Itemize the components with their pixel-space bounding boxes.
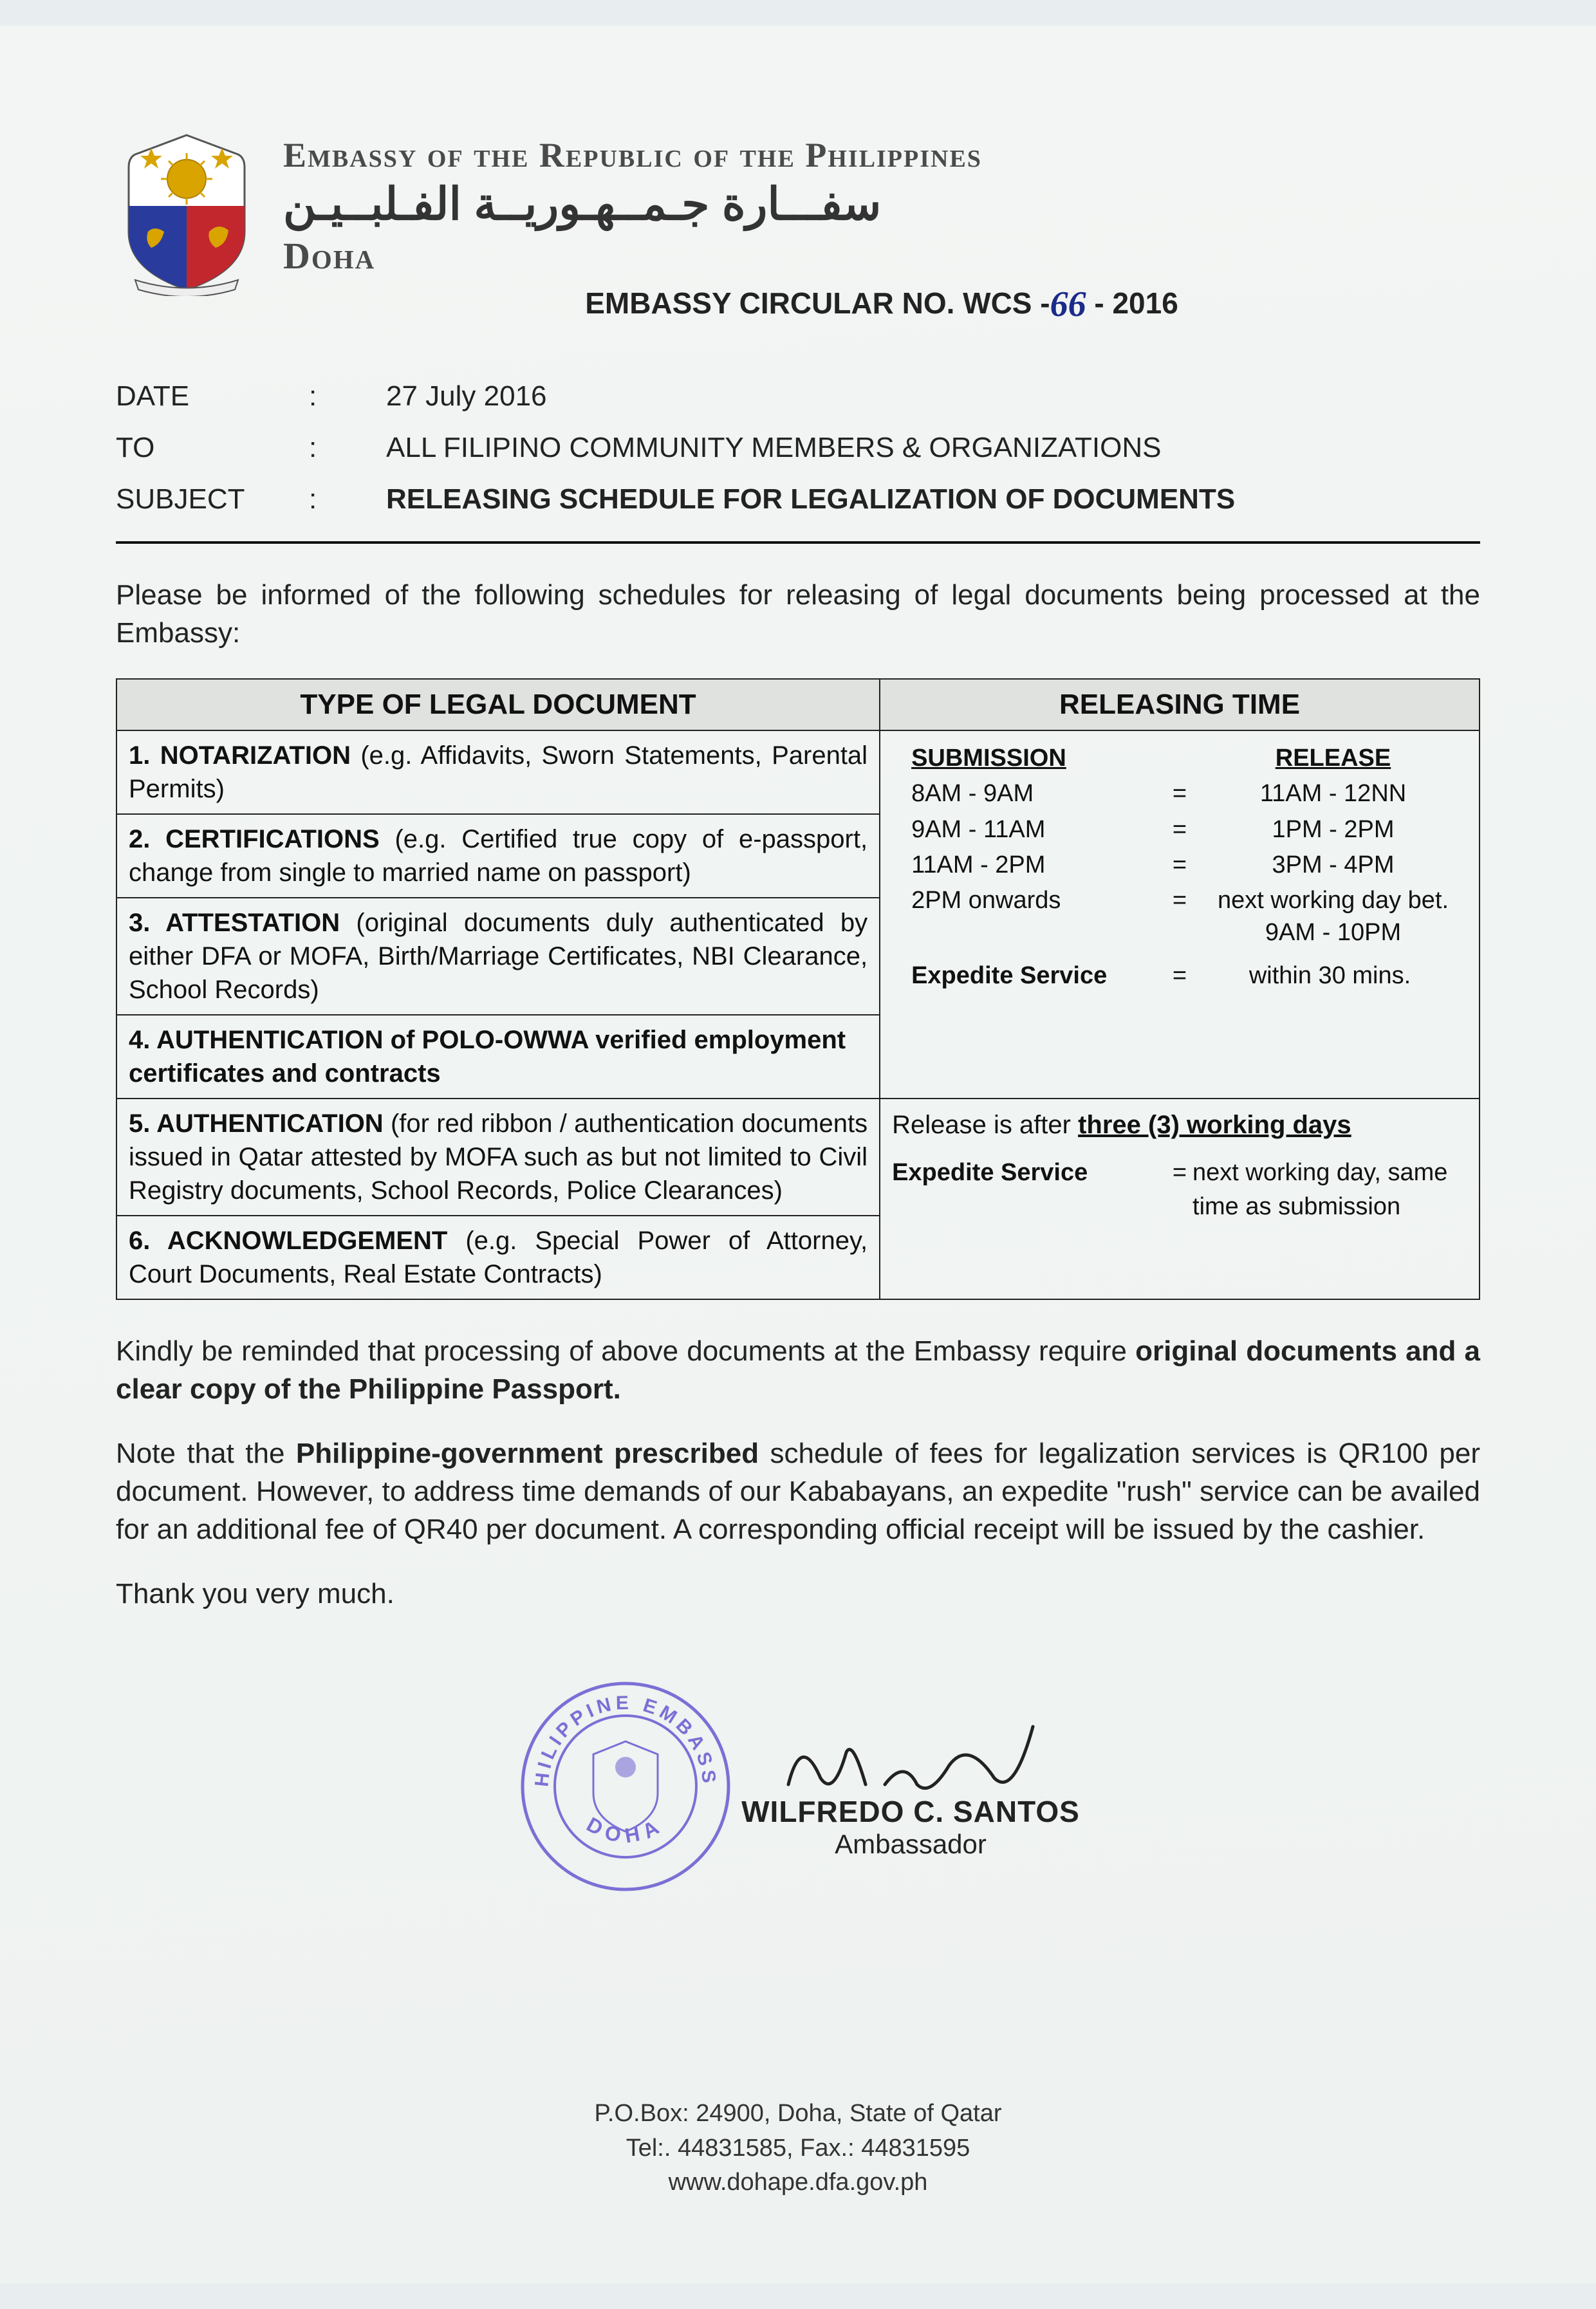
- para3-a: Note that the: [116, 1438, 296, 1469]
- release-after-3-days: Release is after three (3) working days: [892, 1107, 1467, 1143]
- schedule-table: TYPE OF LEGAL DOCUMENT RELEASING TIME 1.…: [116, 678, 1480, 1300]
- sub-3: 2PM onwards: [898, 885, 1154, 949]
- divider: [116, 541, 1480, 544]
- org-title: Embassy of the Republic of the Philippin…: [283, 135, 1480, 175]
- colon: :: [309, 380, 386, 413]
- doc-type-2: 2. CERTIFICATIONS (e.g. Certified true c…: [116, 814, 880, 898]
- reminder-paragraph: Kindly be reminded that processing of ab…: [116, 1332, 1480, 1409]
- table-row: 1. NOTARIZATION (e.g. Affidavits, Sworn …: [116, 730, 1480, 814]
- rel-1: 1PM - 2PM: [1205, 814, 1461, 846]
- embassy-seal-icon: PHILIPPINE EMBASSY DOHA: [516, 1677, 735, 1896]
- sub-2: 11AM - 2PM: [898, 849, 1154, 881]
- doc-type-1: 1. NOTARIZATION (e.g. Affidavits, Sworn …: [116, 730, 880, 814]
- fees-paragraph: Note that the Philippine-government pres…: [116, 1434, 1480, 1549]
- colon: :: [309, 483, 386, 515]
- doc5-title: 5. AUTHENTICATION: [129, 1109, 384, 1138]
- expedite-value-2: next working day, same time as submissio…: [1192, 1156, 1467, 1224]
- circular-suffix: - 2016: [1094, 286, 1178, 320]
- expedite-label-1: Expedite Service: [898, 960, 1160, 992]
- doc3-title: 3. ATTESTATION: [129, 909, 340, 937]
- sub-1: 9AM - 11AM: [898, 814, 1154, 846]
- sub-0: 8AM - 9AM: [898, 778, 1154, 810]
- release-header: RELEASE: [1205, 743, 1461, 774]
- letterhead: Embassy of the Republic of the Philippin…: [116, 129, 1480, 322]
- doc6-title: 6. ACKNOWLEDGEMENT: [129, 1227, 447, 1255]
- submission-header: SUBMISSION: [898, 743, 1154, 774]
- doc-type-5: 5. AUTHENTICATION (for red ribbon / auth…: [116, 1099, 880, 1216]
- after3-prefix: Release is after: [892, 1111, 1078, 1139]
- table-header-time: RELEASING TIME: [880, 679, 1480, 730]
- signature-text: WILFREDO C. SANTOS Ambassador: [741, 1714, 1080, 1860]
- meta-subject-row: SUBJECT : RELEASING SCHEDULE FOR LEGALIZ…: [116, 483, 1480, 515]
- to-label: TO: [116, 432, 309, 464]
- subject-label: SUBJECT: [116, 483, 309, 515]
- releasing-time-block-2: Release is after three (3) working days …: [880, 1099, 1480, 1299]
- doc-type-4: 4. AUTHENTICATION of POLO-OWWA verified …: [116, 1015, 880, 1099]
- table-header-type: TYPE OF LEGAL DOCUMENT: [116, 679, 880, 730]
- date-value: 27 July 2016: [386, 380, 1480, 413]
- circular-handwritten-number: 66: [1050, 284, 1086, 325]
- meta-date-row: DATE : 27 July 2016: [116, 380, 1480, 413]
- coat-of-arms-icon: [116, 129, 257, 296]
- meta-to-row: TO : ALL FILIPINO COMMUNITY MEMBERS & OR…: [116, 432, 1480, 464]
- schedule-grid: SUBMISSION RELEASE 8AM - 9AM=11AM - 12NN…: [898, 743, 1461, 949]
- signature-icon: [775, 1714, 1046, 1804]
- expedite-label-2: Expedite Service: [892, 1156, 1167, 1224]
- subject-value: RELEASING SCHEDULE FOR LEGALIZATION OF D…: [386, 483, 1480, 515]
- expedite-value-1: within 30 mins.: [1199, 960, 1461, 992]
- doc-type-3: 3. ATTESTATION (original documents duly …: [116, 898, 880, 1015]
- document-page: Embassy of the Republic of the Philippin…: [0, 26, 1596, 2283]
- footer-line-2: Tel:. 44831585, Fax.: 44831595: [0, 2131, 1596, 2165]
- rel-2: 3PM - 4PM: [1205, 849, 1461, 881]
- org-title-arabic: سفـــارة جـمــهـوريــة الفـلبــيـن: [283, 178, 1480, 230]
- colon: :: [309, 432, 386, 464]
- doc-type-6: 6. ACKNOWLEDGEMENT (e.g. Special Power o…: [116, 1216, 880, 1299]
- para2-a: Kindly be reminded that processing of ab…: [116, 1335, 1135, 1367]
- doc1-title: 1. NOTARIZATION: [129, 741, 351, 770]
- footer: P.O.Box: 24900, Doha, State of Qatar Tel…: [0, 2097, 1596, 2200]
- seal-text-bottom: DOHA: [583, 1813, 669, 1848]
- doc4-title: 4. AUTHENTICATION of POLO-OWWA verified …: [129, 1026, 846, 1088]
- signatory-name: WILFREDO C. SANTOS: [741, 1794, 1080, 1829]
- expedite-row-1: Expedite Service = within 30 mins.: [898, 960, 1461, 992]
- releasing-time-block-1: SUBMISSION RELEASE 8AM - 9AM=11AM - 12NN…: [880, 730, 1480, 1099]
- signature-block: PHILIPPINE EMBASSY DOHA WILFREDO C. SANT…: [116, 1677, 1480, 1896]
- circular-number: EMBASSY CIRCULAR NO. WCS -66 - 2016: [283, 281, 1480, 322]
- circular-prefix: EMBASSY CIRCULAR NO. WCS -: [585, 286, 1050, 320]
- para3-b: Philippine-government prescribed: [296, 1438, 759, 1469]
- doc2-title: 2. CERTIFICATIONS: [129, 825, 380, 853]
- to-value: ALL FILIPINO COMMUNITY MEMBERS & ORGANIZ…: [386, 432, 1480, 464]
- meta-block: DATE : 27 July 2016 TO : ALL FILIPINO CO…: [116, 380, 1480, 515]
- letterhead-text: Embassy of the Republic of the Philippin…: [283, 129, 1480, 322]
- expedite-row-2: Expedite Service = next working day, sam…: [892, 1156, 1467, 1224]
- footer-line-3: www.dohape.dfa.gov.ph: [0, 2165, 1596, 2200]
- city-name: Doha: [283, 234, 1480, 277]
- thanks-line: Thank you very much.: [116, 1575, 1480, 1613]
- table-row: 5. AUTHENTICATION (for red ribbon / auth…: [116, 1099, 1480, 1216]
- intro-paragraph: Please be informed of the following sche…: [116, 576, 1480, 653]
- date-label: DATE: [116, 380, 309, 413]
- rel-3: next working day bet. 9AM - 10PM: [1205, 885, 1461, 949]
- signatory-title: Ambassador: [741, 1829, 1080, 1860]
- after3-bold: three (3) working days: [1078, 1111, 1351, 1139]
- rel-0: 11AM - 12NN: [1205, 778, 1461, 810]
- footer-line-1: P.O.Box: 24900, Doha, State of Qatar: [0, 2097, 1596, 2131]
- svg-text:DOHA: DOHA: [583, 1813, 669, 1848]
